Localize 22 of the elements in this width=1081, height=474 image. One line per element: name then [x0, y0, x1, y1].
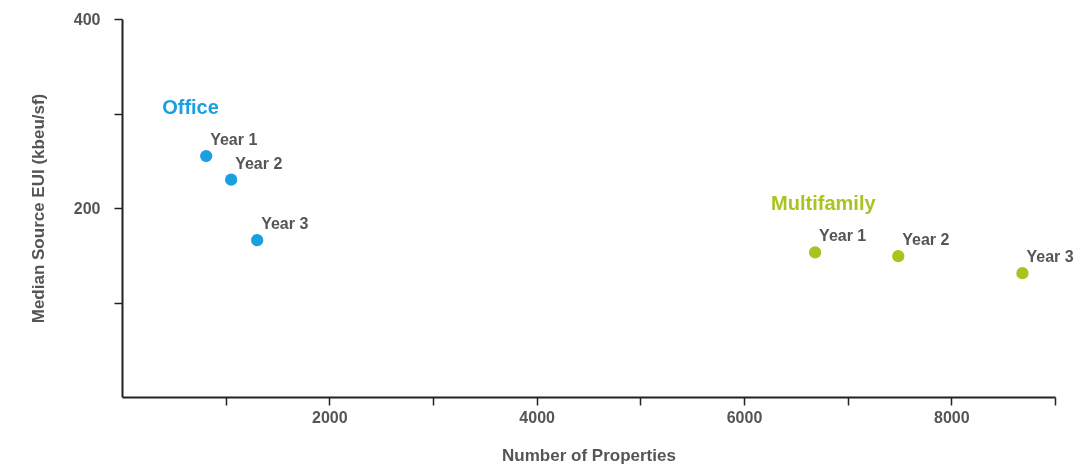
annotation: Year 2 [902, 231, 950, 249]
x-tick-label: 2000 [312, 408, 348, 426]
x-tick-label: 4000 [519, 408, 556, 426]
annotation: Year 1 [210, 131, 258, 149]
series-label: Office [162, 96, 219, 119]
point [200, 149, 213, 163]
y-tick-label: 200 [73, 199, 101, 217]
point [225, 173, 238, 186]
text: Multifamily [771, 192, 877, 215]
annotation: Year 3 [1026, 248, 1074, 266]
annotation: Year 1 [819, 227, 867, 245]
y-axis-title: Median Source EUI (kbeu/sf) [28, 93, 48, 324]
point [808, 246, 822, 259]
point [892, 250, 905, 263]
y-tick-label: 400 [73, 10, 101, 28]
annotation: Year 2 [235, 154, 283, 172]
point [251, 234, 264, 247]
x-tick-label: 8000 [934, 408, 970, 426]
x-tick-label: 6000 [726, 408, 763, 426]
point [1016, 267, 1029, 280]
annotation: Year 3 [261, 215, 309, 233]
x-axis-title: Number of Properties [502, 445, 676, 465]
